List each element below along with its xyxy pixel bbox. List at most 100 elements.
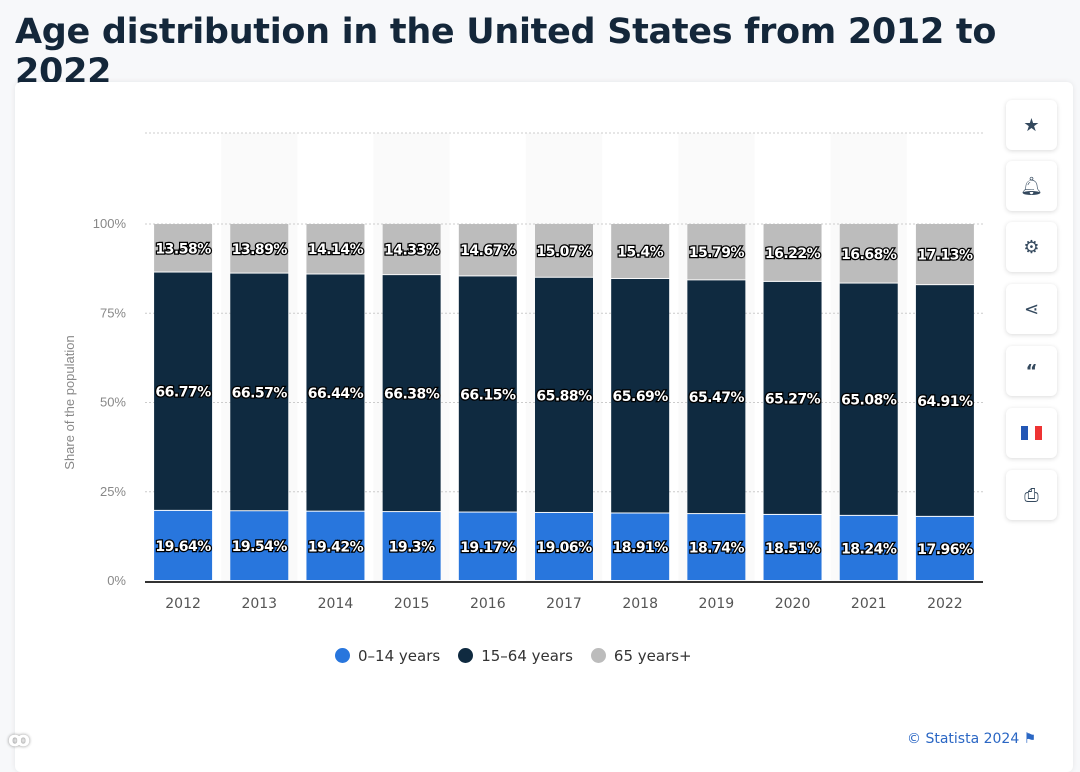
data-label: 65.47% [689,390,745,406]
data-label: 65.08% [841,393,897,409]
y-tick-label: 0% [107,573,126,588]
bar-segment [915,224,974,285]
share-icon[interactable]: ⋖ [1006,284,1057,334]
x-tick-label: 2015 [394,596,430,612]
bar-segment [154,510,213,580]
data-label: 19.64% [155,539,211,555]
bar-segment [230,273,289,511]
bar-segment [535,512,593,580]
data-label: 65.27% [765,391,821,407]
data-label: 19.3% [389,540,436,556]
x-tick-label: 2013 [241,596,277,612]
bar-segment [230,511,289,580]
bar-segment [915,516,974,580]
x-tick-label: 2016 [470,596,506,612]
data-label: 17.13% [917,248,973,264]
bar-segment [687,514,746,580]
data-label: 66.44% [308,386,364,402]
y-axis-label: Share of the population [62,335,77,469]
data-label: 19.42% [308,539,364,555]
x-tick-label: 2012 [165,596,201,612]
data-label: 15.79% [689,245,745,261]
star-icon[interactable]: ★ [1006,100,1057,150]
x-tick-label: 2022 [927,596,963,612]
bar-segment [611,278,670,513]
data-label: 16.22% [765,246,821,262]
bar-segment [230,224,289,273]
data-label: 19.06% [536,540,592,556]
legend-label: 65 years+ [613,647,692,665]
data-label: 14.14% [308,242,364,258]
bar-segment [839,283,898,515]
data-label: 66.38% [384,387,440,403]
data-label: 15.4% [617,244,664,260]
data-label: 66.77% [155,385,211,401]
page-title: Age distribution in the United States fr… [15,12,997,92]
bar-segment [687,280,746,514]
bar-segment [611,224,670,278]
y-tick-label: 100% [93,216,127,231]
bar-segment [154,272,213,510]
legend-label: 0–14 years [358,647,441,665]
bar-segment [382,275,441,512]
x-tick-label: 2018 [622,596,658,612]
bar-segment [839,224,898,283]
bar-segment [763,224,822,281]
x-tick-label: 2014 [318,596,354,612]
data-label: 15.07% [536,244,592,260]
y-tick-label: 50% [100,395,126,410]
y-tick-label: 25% [100,484,126,499]
bar-segment [611,513,670,580]
bar-segment [535,223,593,277]
data-label: 66.57% [232,385,288,401]
bar-segment [915,285,974,516]
stacked-bar-chart: 0% 25% 50% 75% 100% Share of the population 19… [62,132,983,612]
bar-segment [535,277,593,512]
statista-credit-link[interactable]: © Statista 2024 ⚑ [907,731,1037,747]
y-tick-label: 75% [100,305,126,320]
data-label: 64.91% [917,394,973,410]
data-label: 18.24% [841,541,897,557]
legend-item-0-14[interactable]: 0–14 years [335,647,440,665]
bar-segment [763,281,822,514]
bar-segment [458,512,517,580]
x-tick-label: 2020 [775,596,811,612]
data-label: 66.15% [460,387,516,403]
bar-segment [839,515,898,580]
legend: 0–14 years 15–64 years 65 years+ [335,647,692,665]
bar-segment [306,511,365,580]
quote-icon[interactable]: “ [1006,346,1057,396]
french-flag-icon[interactable] [1006,408,1057,458]
bar-segment [458,224,517,276]
legend-item-65plus[interactable]: 65 years+ [590,647,692,665]
legend-item-15-64[interactable]: 15–64 years [458,647,573,665]
x-tick-label: 2021 [851,596,887,612]
data-label: 16.68% [841,247,897,263]
x-tick-label: 2017 [546,596,582,612]
bar-segment [382,512,441,580]
bar-segment [458,276,517,512]
x-tick-label: 2019 [699,596,735,612]
data-label: 13.58% [155,241,211,257]
data-label: 17.96% [917,542,973,558]
bar-segment [763,514,822,580]
data-label: 19.17% [460,540,516,556]
data-label: 14.33% [384,243,440,259]
bar-segment [687,224,746,280]
gear-icon[interactable]: ⚙ [1006,222,1057,272]
data-label: 65.69% [613,389,669,405]
data-label: 18.91% [613,540,669,556]
bar-segment [306,274,365,511]
bar-segment [306,224,365,274]
data-label: 18.74% [689,541,745,557]
data-label: 19.54% [232,539,288,555]
bar-segment [382,223,441,275]
bar-segment [154,224,213,272]
print-icon[interactable]: ⎙ [1006,470,1057,520]
data-label: 65.88% [536,388,592,404]
bell-icon[interactable]: 🔔︎ [1006,161,1057,211]
data-label: 13.89% [232,242,288,258]
data-label: 18.51% [765,541,821,557]
watermark: ꝏ [8,727,31,751]
data-label: 14.67% [460,243,516,259]
